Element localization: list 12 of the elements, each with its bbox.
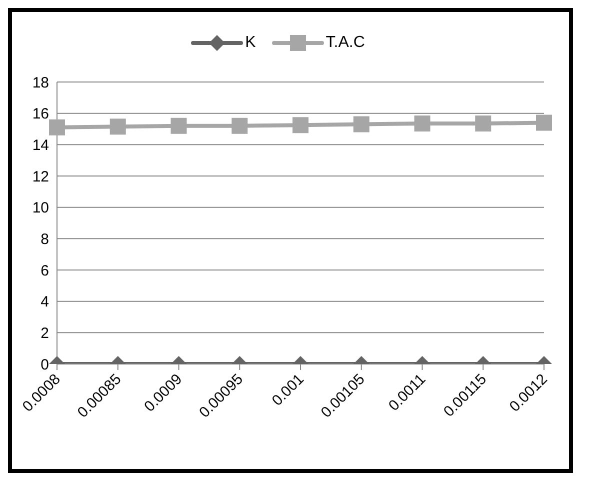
- y-tick-label: 4: [40, 294, 49, 311]
- y-tick-label: 10: [32, 200, 49, 217]
- y-tick-label: 0: [40, 356, 49, 374]
- y-tick-label: 12: [32, 168, 49, 186]
- y-tick-label: 14: [32, 136, 49, 154]
- y-tick-label: 16: [32, 106, 49, 123]
- y-tick-label: 2: [40, 324, 49, 342]
- y-tick-label: 18: [32, 74, 49, 92]
- y-tick-label: 6: [40, 262, 49, 280]
- legend-label: K: [244, 34, 256, 52]
- y-tick-label: 8: [40, 230, 49, 248]
- legend-label: T.A.C: [324, 34, 365, 52]
